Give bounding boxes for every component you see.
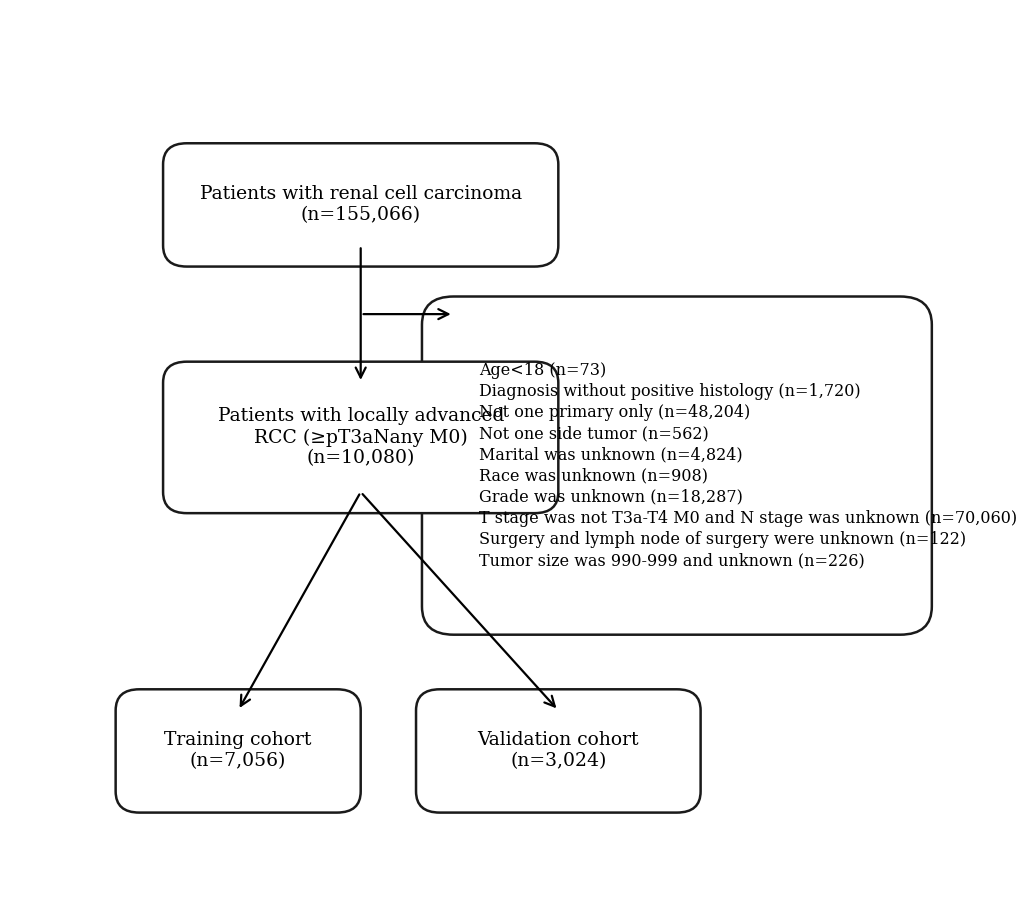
FancyBboxPatch shape [115, 689, 361, 813]
Text: RCC (≥pT3aNany M0): RCC (≥pT3aNany M0) [254, 428, 467, 447]
Text: Validation cohort: Validation cohort [477, 731, 639, 749]
FancyBboxPatch shape [163, 361, 557, 513]
Text: Patients with renal cell carcinoma: Patients with renal cell carcinoma [200, 186, 522, 203]
Text: Grade was unknown (n=18,287): Grade was unknown (n=18,287) [479, 489, 743, 506]
Text: Patients with locally advanced: Patients with locally advanced [217, 407, 503, 425]
Text: Not one side tumor (n=562): Not one side tumor (n=562) [479, 425, 708, 442]
FancyBboxPatch shape [422, 296, 931, 635]
Text: Training cohort: Training cohort [164, 731, 312, 749]
Text: (n=3,024): (n=3,024) [510, 752, 606, 770]
Text: Not one primary only (n=48,204): Not one primary only (n=48,204) [479, 404, 750, 421]
Text: T stage was not T3a-T4 M0 and N stage was unknown (n=70,060): T stage was not T3a-T4 M0 and N stage wa… [479, 510, 1016, 527]
Text: (n=10,080): (n=10,080) [306, 449, 415, 468]
Text: (n=7,056): (n=7,056) [190, 752, 286, 770]
Text: (n=155,066): (n=155,066) [301, 207, 421, 224]
Text: Race was unknown (n=908): Race was unknown (n=908) [479, 468, 707, 485]
Text: Tumor size was 990-999 and unknown (n=226): Tumor size was 990-999 and unknown (n=22… [479, 553, 864, 569]
Text: Marital was unknown (n=4,824): Marital was unknown (n=4,824) [479, 447, 742, 464]
FancyBboxPatch shape [416, 689, 700, 813]
FancyBboxPatch shape [163, 144, 557, 266]
Text: Surgery and lymph node of surgery were unknown (n=122): Surgery and lymph node of surgery were u… [479, 531, 965, 548]
Text: Diagnosis without positive histology (n=1,720): Diagnosis without positive histology (n=… [479, 383, 860, 400]
Text: Age<18 (n=73): Age<18 (n=73) [479, 362, 606, 379]
